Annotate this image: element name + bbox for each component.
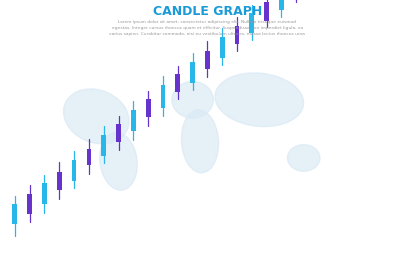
Ellipse shape <box>100 132 137 190</box>
Bar <box>176 74 180 92</box>
Bar <box>279 0 284 10</box>
Bar <box>264 2 269 21</box>
Bar <box>146 99 150 117</box>
Bar <box>12 205 17 225</box>
Bar <box>86 149 91 165</box>
Bar <box>235 26 240 44</box>
Ellipse shape <box>172 81 213 118</box>
Ellipse shape <box>181 110 219 173</box>
Bar <box>116 124 121 142</box>
Bar <box>205 51 210 69</box>
Bar <box>101 135 106 156</box>
Bar <box>160 85 165 108</box>
Bar <box>27 194 32 214</box>
Bar <box>57 172 62 190</box>
Ellipse shape <box>215 73 304 127</box>
Bar <box>190 61 195 83</box>
Bar <box>42 183 47 205</box>
Bar <box>72 160 76 181</box>
Bar <box>220 36 224 58</box>
Text: Lorem ipsum dolor sit amet, consectetur adipiscing elit. Nullam tristique euismo: Lorem ipsum dolor sit amet, consectetur … <box>110 20 305 36</box>
Text: CANDLE GRAPH: CANDLE GRAPH <box>153 5 262 18</box>
Bar <box>250 13 254 33</box>
Ellipse shape <box>288 145 320 171</box>
Bar <box>131 110 136 131</box>
Ellipse shape <box>64 89 129 144</box>
